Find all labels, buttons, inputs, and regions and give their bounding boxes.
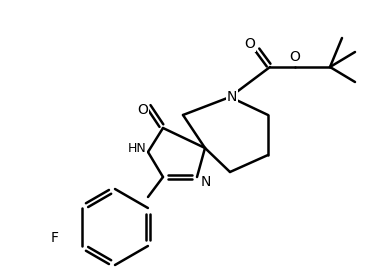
Text: O: O xyxy=(138,103,148,117)
Text: F: F xyxy=(51,231,59,245)
Text: HN: HN xyxy=(128,141,146,154)
Text: O: O xyxy=(245,37,255,51)
Text: N: N xyxy=(201,175,211,189)
Text: N: N xyxy=(227,90,237,104)
Text: O: O xyxy=(289,50,300,64)
